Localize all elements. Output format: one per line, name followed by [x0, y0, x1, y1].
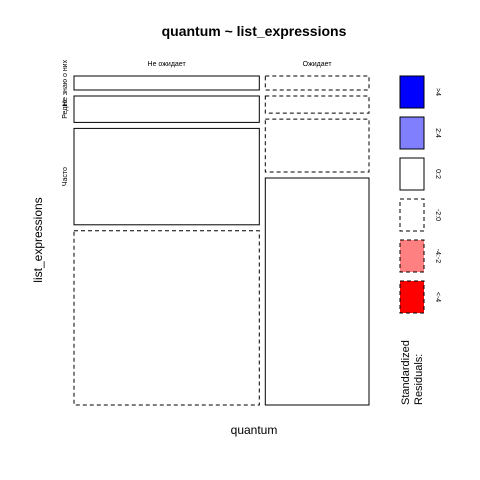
- mosaic-cell-c1-r0: [264, 75, 370, 91]
- row-label-2: Часто: [62, 167, 69, 186]
- mosaic-cell-c0-r3: [73, 230, 260, 406]
- legend-title-line2: Residuals:: [413, 354, 425, 405]
- row-label-0: Не знаю о них: [62, 59, 69, 106]
- y-axis-title: list_expressions: [31, 197, 45, 282]
- column-label-1: Ожидает: [303, 61, 333, 68]
- legend-swatch-0: [399, 75, 425, 109]
- mosaic-cell-c1-r1: [264, 95, 370, 114]
- x-axis-title: quantum: [231, 423, 278, 437]
- mosaic-cell-c1-r3: [264, 177, 370, 406]
- mosaic-cell-c0-r0: [73, 75, 260, 91]
- legend-swatch-2: [399, 157, 425, 191]
- chart-title: quantum ~ list_expressions: [162, 23, 347, 39]
- legend-swatch-3: [399, 198, 425, 232]
- legend: Standardized Residuals: >4 2:4 0:2 -2:0 -4:-…: [399, 75, 441, 405]
- legend-label-4: -4:-2: [434, 249, 441, 264]
- column-labels: Не ожидает Ожидает: [148, 61, 333, 68]
- column-label-0: Не ожидает: [148, 61, 187, 68]
- mosaic-cell-c0-r2: [73, 127, 260, 226]
- mosaic-cell-c1-r2: [264, 118, 370, 173]
- legend-swatch-4: [399, 239, 425, 273]
- legend-label-5: <-4: [434, 292, 441, 302]
- legend-label-2: 0:2: [434, 169, 441, 179]
- legend-label-0: >4: [434, 88, 441, 96]
- legend-label-3: -2:0: [434, 209, 441, 221]
- row-label-1: Редко: [62, 99, 69, 118]
- legend-label-1: 2:4: [434, 128, 441, 138]
- legend-swatch-5: [399, 280, 425, 314]
- mosaic-cell-c0-r1: [73, 95, 260, 123]
- legend-swatch-1: [399, 116, 425, 150]
- mosaic-plot: [73, 75, 370, 406]
- legend-title-line1: Standardized: [400, 340, 412, 405]
